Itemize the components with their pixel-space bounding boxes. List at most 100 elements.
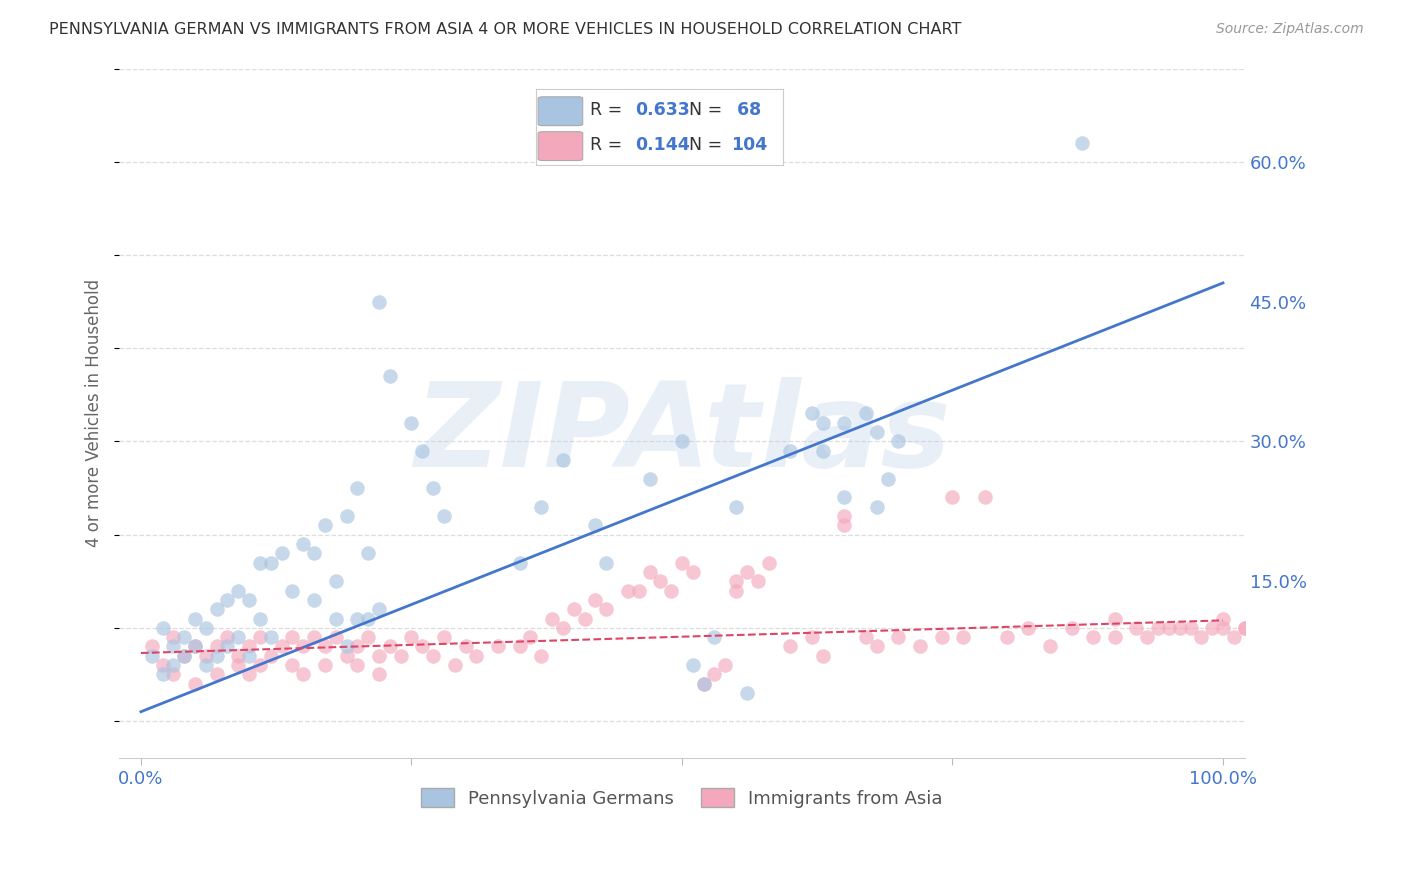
Point — [270, 546, 292, 560]
Point — [433, 508, 456, 523]
Point — [454, 640, 477, 654]
Point — [325, 611, 347, 625]
Point — [1180, 621, 1202, 635]
Point — [346, 611, 368, 625]
Point — [638, 472, 661, 486]
Text: PENNSYLVANIA GERMAN VS IMMIGRANTS FROM ASIA 4 OR MORE VEHICLES IN HOUSEHOLD CORR: PENNSYLVANIA GERMAN VS IMMIGRANTS FROM A… — [49, 22, 962, 37]
Point — [671, 434, 693, 449]
Point — [832, 491, 855, 505]
Point — [659, 583, 682, 598]
Point — [249, 630, 271, 644]
Point — [411, 443, 433, 458]
Point — [735, 565, 758, 579]
Point — [1256, 621, 1278, 635]
Point — [1017, 621, 1039, 635]
Point — [401, 416, 423, 430]
Point — [141, 640, 163, 654]
Point — [682, 658, 704, 673]
Point — [411, 640, 433, 654]
Point — [217, 640, 239, 654]
Point — [638, 565, 661, 579]
Point — [226, 583, 249, 598]
Point — [1104, 611, 1126, 625]
Point — [1157, 621, 1180, 635]
Point — [866, 425, 889, 439]
Point — [281, 583, 304, 598]
Point — [583, 518, 606, 533]
Point — [162, 658, 184, 673]
Point — [1060, 621, 1083, 635]
Point — [1039, 640, 1062, 654]
Point — [335, 508, 357, 523]
Point — [866, 500, 889, 514]
Point — [292, 640, 315, 654]
Point — [832, 508, 855, 523]
Point — [184, 611, 207, 625]
Point — [1233, 621, 1256, 635]
Point — [389, 648, 412, 663]
Point — [194, 648, 217, 663]
Point — [162, 667, 184, 681]
Point — [1125, 621, 1147, 635]
Point — [530, 648, 553, 663]
Point — [486, 640, 509, 654]
Text: Source: ZipAtlas.com: Source: ZipAtlas.com — [1216, 22, 1364, 37]
Point — [519, 630, 541, 644]
Point — [714, 658, 737, 673]
Point — [1201, 621, 1223, 635]
Point — [378, 369, 401, 384]
Point — [855, 406, 877, 420]
Point — [1104, 630, 1126, 644]
Point — [238, 592, 260, 607]
Point — [152, 658, 174, 673]
Point — [378, 640, 401, 654]
Point — [302, 630, 325, 644]
Point — [995, 630, 1018, 644]
Point — [314, 518, 336, 533]
Point — [1168, 621, 1191, 635]
Point — [617, 583, 640, 598]
Point — [281, 630, 304, 644]
Point — [800, 630, 823, 644]
Point — [703, 630, 725, 644]
Point — [314, 640, 336, 654]
Point — [855, 630, 877, 644]
Point — [226, 630, 249, 644]
Point — [703, 667, 725, 681]
Point — [401, 630, 423, 644]
Point — [530, 500, 553, 514]
Point — [194, 658, 217, 673]
Point — [368, 648, 391, 663]
Point — [226, 648, 249, 663]
Point — [832, 518, 855, 533]
Point — [357, 546, 380, 560]
Point — [725, 583, 748, 598]
Point — [887, 630, 910, 644]
Text: ZIPAtlas: ZIPAtlas — [413, 376, 950, 491]
Point — [747, 574, 769, 589]
Point — [443, 658, 465, 673]
Point — [205, 648, 228, 663]
Point — [162, 640, 184, 654]
Point — [551, 453, 574, 467]
Point — [725, 500, 748, 514]
Point — [541, 611, 564, 625]
Point — [184, 640, 207, 654]
Point — [325, 630, 347, 644]
Point — [422, 648, 444, 663]
Point — [574, 611, 596, 625]
Point — [270, 640, 292, 654]
Point — [173, 648, 195, 663]
Point — [162, 630, 184, 644]
Point — [1256, 621, 1278, 635]
Point — [551, 621, 574, 635]
Point — [368, 667, 391, 681]
Point — [260, 630, 283, 644]
Point — [779, 640, 801, 654]
Point — [941, 491, 963, 505]
Point — [281, 658, 304, 673]
Point — [346, 481, 368, 495]
Point — [184, 640, 207, 654]
Point — [249, 658, 271, 673]
Point — [562, 602, 585, 616]
